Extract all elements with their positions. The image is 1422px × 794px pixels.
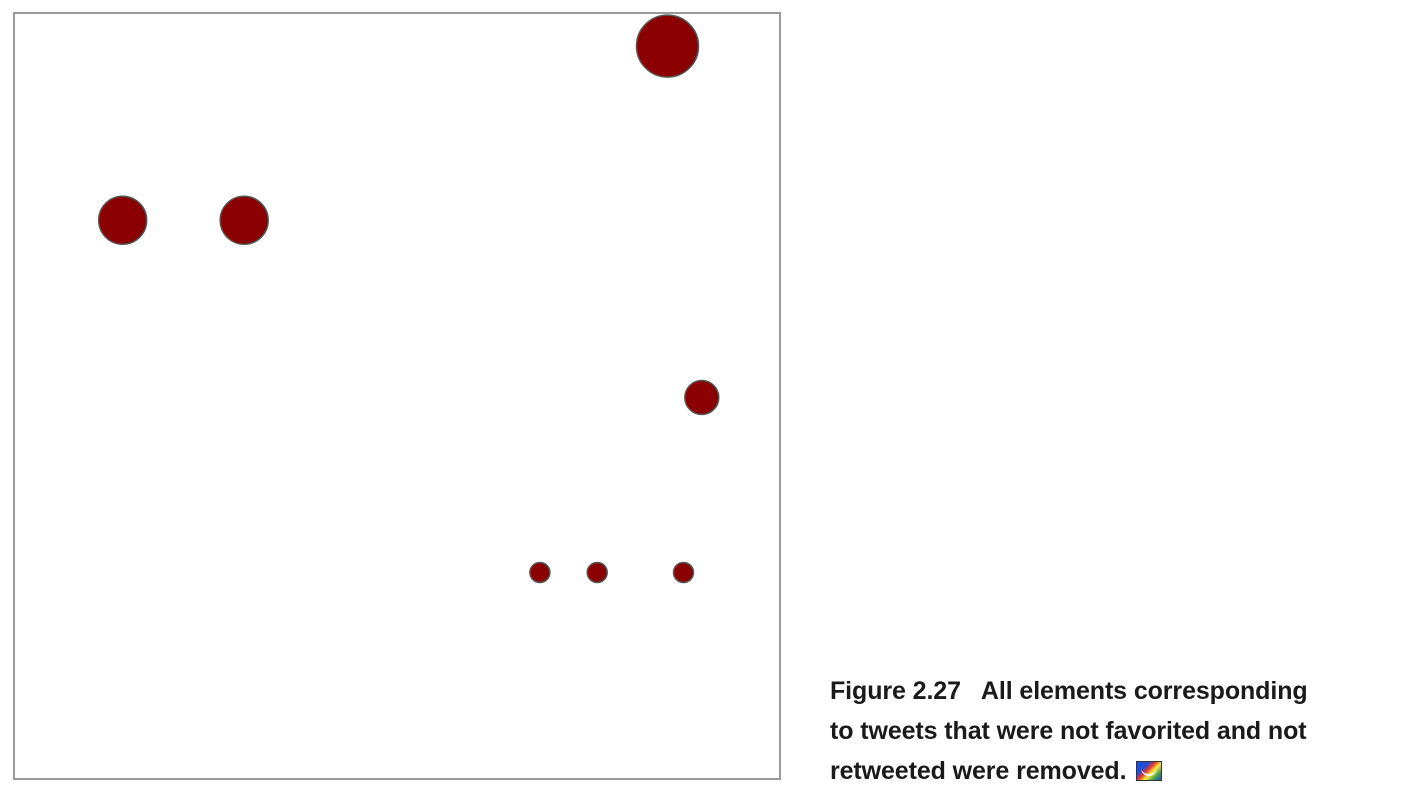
caption-text-3: retweeted were removed. — [830, 757, 1127, 785]
tweet-circle-5 — [529, 561, 551, 584]
chart-frame — [13, 12, 781, 780]
caption-line-1: Figure 2.27 All elements corresponding — [830, 671, 1422, 711]
tweet-circle-1 — [635, 14, 700, 78]
tweet-circle-2 — [97, 195, 148, 246]
tweet-circle-3 — [219, 195, 269, 246]
tweet-circle-7 — [672, 561, 695, 584]
figure-caption: Figure 2.27 All elements corresponding to… — [830, 671, 1422, 791]
caption-text-1: All elements corresponding — [980, 677, 1308, 705]
tweet-circle-4 — [684, 379, 720, 416]
tweet-circle-6 — [586, 561, 608, 584]
live-book-icon[interactable] — [1136, 761, 1163, 781]
figure-number: Figure 2.27 — [830, 677, 961, 705]
scatter-plot — [97, 14, 720, 584]
caption-line-2: to tweets that were not favorited and no… — [830, 717, 1307, 745]
caption-line-3: retweeted were removed. — [830, 751, 1422, 791]
